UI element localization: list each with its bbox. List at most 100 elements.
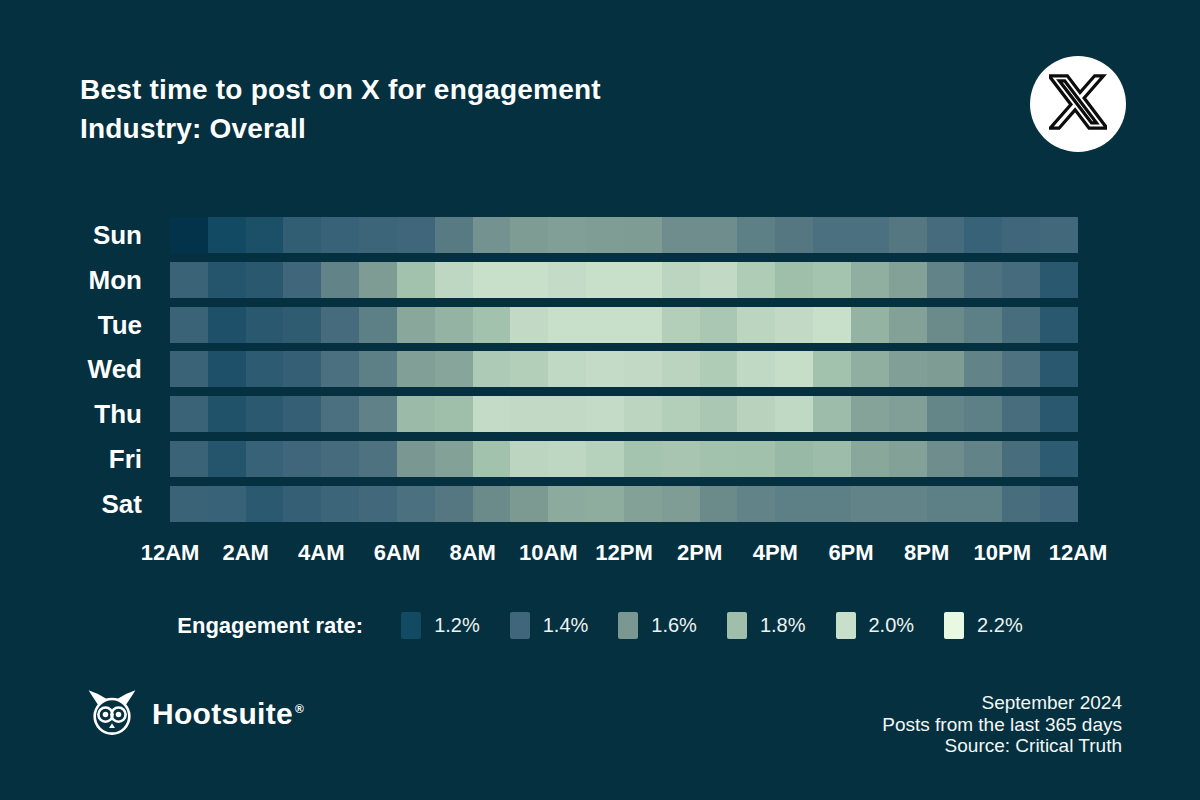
heatmap-grid: SunMonTueWedThuFriSat [60,217,1078,522]
heatmap-cell [170,262,208,298]
heatmap-cell [775,217,813,253]
x-tick-label: 8PM [904,538,949,568]
legend-label: 1.2% [434,614,480,637]
legend-label: 2.2% [977,614,1023,637]
heatmap-cell [964,262,1002,298]
legend-swatch [944,612,964,639]
heatmap-cell [246,441,284,477]
heatmap-cell [964,351,1002,387]
heatmap-cell [473,486,511,522]
heatmap-cell [964,307,1002,343]
meta-date: September 2024 [882,692,1122,714]
heatmap-cell [321,441,359,477]
heatmap-cell [624,351,662,387]
heatmap-cell [510,307,548,343]
legend-swatch [510,612,530,639]
heatmap-cell [208,307,246,343]
heatmap-cell [208,351,246,387]
heatmap-cell [435,486,473,522]
heatmap-cell [586,262,624,298]
row-label-sat: Sat [60,486,170,522]
row-label-fri: Fri [60,441,170,477]
heatmap-cell [624,217,662,253]
legend-item: 1.4% [510,612,589,639]
heatmap-cell [473,217,511,253]
legend-swatch [836,612,856,639]
heatmap-cell [359,262,397,298]
heatmap-cell [359,217,397,253]
heatmap-cell [624,486,662,522]
heatmap-cell [775,486,813,522]
heatmap-cell [359,307,397,343]
heatmap-cell [964,486,1002,522]
heatmap-cell [435,262,473,298]
heatmap-cell [359,396,397,432]
heatmap-cell [813,307,851,343]
heatmap-cell [964,217,1002,253]
heatmap-cell [889,217,927,253]
heatmap-cell [775,262,813,298]
heatmap-cell [889,307,927,343]
heatmap-cell [927,217,965,253]
heatmap-cell [700,262,738,298]
row-label-wed: Wed [60,351,170,387]
heatmap-cell [700,351,738,387]
heatmap-cell [283,217,321,253]
heatmap-cell [624,262,662,298]
heatmap-cell [246,262,284,298]
legend-label: 1.6% [651,614,697,637]
legend-item: 2.2% [944,612,1023,639]
heatmap-cell [170,396,208,432]
heatmap-cell [1002,262,1040,298]
row-label-sun: Sun [60,217,170,253]
heatmap-cell [283,441,321,477]
x-platform-badge [1030,56,1126,152]
heatmap-cell [586,441,624,477]
heatmap-cell [435,217,473,253]
legend-title: Engagement rate: [177,613,363,639]
heatmap-cell [170,307,208,343]
heatmap-cell [624,396,662,432]
heatmap-cell [1040,262,1078,298]
heatmap-cell [473,307,511,343]
registered-mark: ® [295,702,304,716]
heatmap-cell [851,486,889,522]
legend-label: 1.4% [543,614,589,637]
heatmap-cell [700,486,738,522]
legend-item: 1.8% [727,612,806,639]
legend-item: 2.0% [836,612,915,639]
heatmap-cell [208,217,246,253]
heatmap-cell [851,217,889,253]
heatmap-cell [927,441,965,477]
heatmap-cell [473,396,511,432]
heatmap-cell [586,217,624,253]
heatmap-cell [170,217,208,253]
heatmap-cell [208,441,246,477]
heatmap-cell [548,486,586,522]
heatmap-cell [170,441,208,477]
heatmap-cell [662,486,700,522]
heatmap-cell [737,307,775,343]
heatmap-cell [510,441,548,477]
heatmap-cell [1040,217,1078,253]
heatmap-cell [548,307,586,343]
heatmap-cell [813,486,851,522]
row-label-thu: Thu [60,396,170,432]
heatmap-cell [662,217,700,253]
x-logo-icon [1049,73,1107,135]
x-tick-label: 6AM [374,538,420,568]
heatmap-cell [1002,396,1040,432]
x-tick-label: 4PM [753,538,798,568]
heatmap-cell [851,441,889,477]
heatmap-cell [586,307,624,343]
heatmap-row-cells [170,396,1078,432]
heatmap-cell [208,396,246,432]
heatmap-cell [170,486,208,522]
heatmap-cell [283,307,321,343]
legend-item: 1.6% [618,612,697,639]
x-tick-label: 2AM [222,538,268,568]
heatmap-cell [548,351,586,387]
heatmap-cell [548,217,586,253]
row-label-mon: Mon [60,262,170,298]
heatmap-cell [1040,441,1078,477]
